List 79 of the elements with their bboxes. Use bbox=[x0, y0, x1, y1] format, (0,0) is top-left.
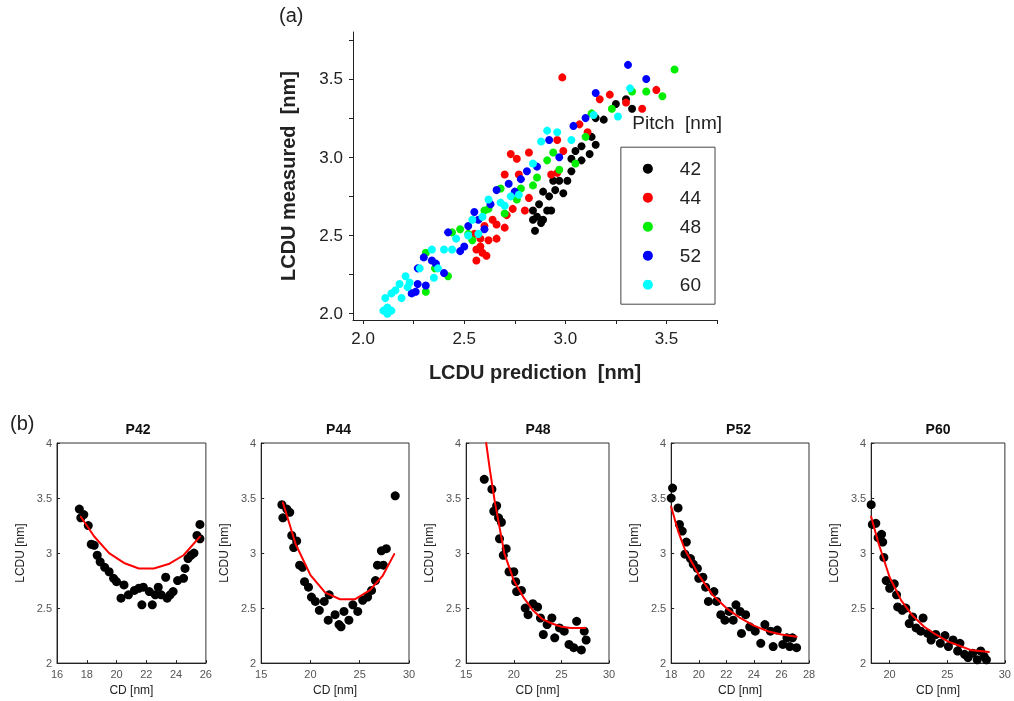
x-tick-label: 26 bbox=[775, 667, 788, 680]
x-tick-label: 16 bbox=[50, 667, 64, 680]
x-tick-label: 25 bbox=[941, 667, 954, 680]
y-axis-title: LCDU [nm] bbox=[627, 523, 641, 583]
x-tick-label: 26 bbox=[199, 667, 213, 680]
legend-label: 42 bbox=[679, 158, 702, 180]
chart-title: P52 bbox=[726, 421, 752, 437]
y-tick-label: 2 bbox=[860, 657, 867, 670]
y-tick-label: 3.5 bbox=[36, 492, 52, 505]
x-tick-label: 28 bbox=[802, 667, 816, 680]
x-tick-label: 15 bbox=[460, 667, 473, 680]
legend-label: 44 bbox=[679, 187, 702, 209]
chart-title: P44 bbox=[326, 421, 352, 437]
y-tick-label: 3.5 bbox=[650, 492, 667, 505]
y-tick-label: 4 bbox=[250, 437, 257, 449]
x-axis-title: CD [nm] bbox=[109, 683, 154, 697]
x-axis-title: CD [nm] bbox=[515, 683, 560, 697]
x-tick-label: 18 bbox=[80, 667, 93, 680]
x-tick-label: 20 bbox=[110, 667, 123, 680]
x-tick-label: 20 bbox=[883, 667, 896, 680]
y-tick-label: 2 bbox=[45, 657, 52, 670]
y-tick-label: 3 bbox=[455, 547, 462, 560]
y-tick-label: 2.5 bbox=[850, 602, 867, 615]
x-tick-label: 20 bbox=[692, 667, 705, 680]
y-tick-label: 2.0 bbox=[319, 304, 343, 324]
x-tick-label: 25 bbox=[555, 667, 568, 680]
y-tick-label: 4 bbox=[860, 437, 867, 449]
chart-title: P42 bbox=[125, 421, 151, 437]
y-tick-label: 2.5 bbox=[240, 602, 257, 615]
y-tick-label: 3.5 bbox=[240, 492, 257, 505]
y-tick-label: 3.5 bbox=[319, 69, 343, 89]
chart-title: P60 bbox=[925, 421, 951, 437]
x-tick-label: 20 bbox=[304, 667, 317, 680]
x-tick-label: 25 bbox=[353, 667, 366, 680]
x-axis-title: CD [nm] bbox=[916, 683, 961, 697]
x-tick-label: 15 bbox=[255, 667, 268, 680]
y-tick-label: 3 bbox=[45, 547, 52, 560]
legend-label: 60 bbox=[679, 274, 702, 296]
x-axis-title: LCDU prediction [nm] bbox=[428, 361, 642, 383]
chart-title: (a) bbox=[279, 4, 304, 26]
y-tick-label: 3.5 bbox=[850, 492, 867, 505]
x-axis-title: CD [nm] bbox=[313, 683, 358, 697]
text: (b) bbox=[10, 412, 35, 434]
x-axis-title: CD [nm] bbox=[718, 683, 763, 697]
y-tick-label: 3.0 bbox=[319, 147, 343, 167]
y-tick-label: 2.5 bbox=[36, 602, 52, 615]
x-tick-label: 24 bbox=[747, 667, 760, 680]
y-tick-label: 4 bbox=[660, 437, 667, 449]
x-tick-label: 30 bbox=[998, 667, 1012, 680]
y-tick-label: 2.5 bbox=[445, 602, 462, 615]
x-tick-label: 2.0 bbox=[351, 329, 375, 348]
x-tick-label: 20 bbox=[507, 667, 520, 680]
x-tick-label: 30 bbox=[402, 667, 416, 680]
y-tick-label: 4 bbox=[455, 437, 462, 449]
x-tick-label: 24 bbox=[169, 667, 183, 680]
x-tick-label: 3.0 bbox=[553, 329, 578, 348]
y-axis-title: LCDU [nm] bbox=[422, 523, 436, 583]
y-tick-label: 2.5 bbox=[650, 602, 667, 615]
y-tick-label: 3 bbox=[250, 547, 257, 560]
y-tick-label: 4 bbox=[45, 437, 52, 449]
y-tick-label: 3 bbox=[860, 547, 867, 560]
x-tick-label: 30 bbox=[602, 667, 616, 680]
chart-title: P48 bbox=[525, 421, 551, 437]
y-axis-title: LCDU [nm] bbox=[827, 523, 841, 583]
x-tick-label: 22 bbox=[140, 667, 153, 680]
y-axis-title: LCDU [nm] bbox=[12, 523, 27, 583]
legend-label: 48 bbox=[679, 216, 702, 238]
y-tick-label: 2 bbox=[250, 657, 257, 670]
y-tick-label: 3.5 bbox=[445, 492, 462, 505]
legend-title: Pitch [nm] bbox=[632, 112, 722, 134]
x-tick-label: 22 bbox=[720, 667, 733, 680]
y-axis-title: LCDU measured [nm] bbox=[277, 70, 299, 282]
y-axis-title: LCDU [nm] bbox=[217, 523, 231, 583]
y-tick-label: 3 bbox=[660, 547, 667, 560]
y-tick-label: 2.5 bbox=[319, 225, 343, 245]
y-tick-label: 2 bbox=[660, 657, 667, 670]
legend-label: 52 bbox=[679, 245, 702, 267]
x-tick-label: 18 bbox=[665, 667, 678, 680]
y-tick-label: 2 bbox=[455, 657, 462, 670]
